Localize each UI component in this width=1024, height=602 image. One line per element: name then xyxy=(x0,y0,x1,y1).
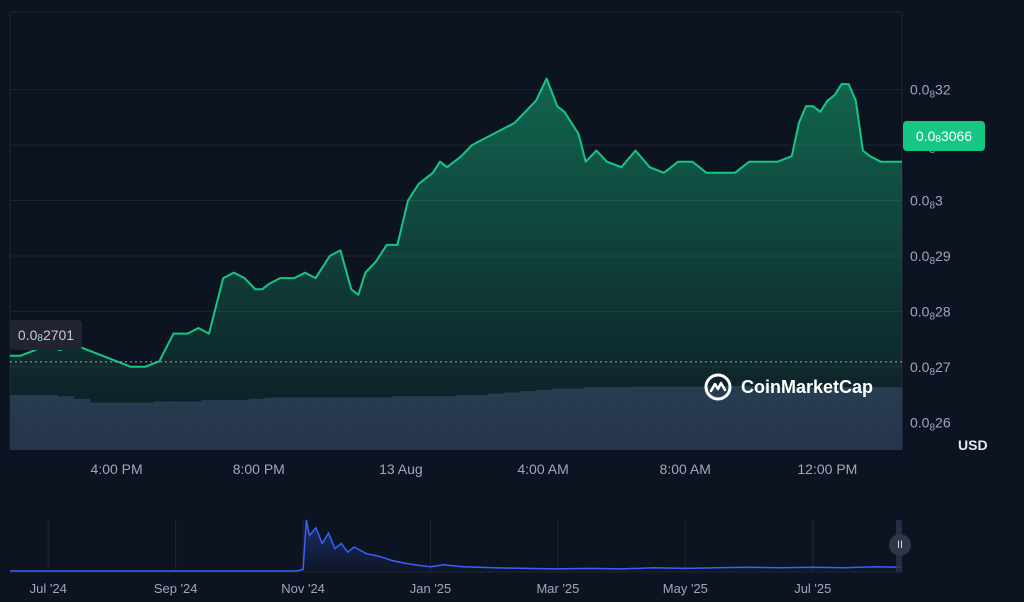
coinmarketcap-logo-icon xyxy=(704,373,732,401)
overview-line xyxy=(10,519,903,572)
overview-x-tick-label: Jan '25 xyxy=(410,581,452,596)
price-area xyxy=(10,77,902,450)
x-tick-label: 13 Aug xyxy=(379,461,423,477)
price-area-fill xyxy=(10,78,902,450)
open-price-badge: 0.0 8 2701 xyxy=(10,320,82,350)
current-price-badge: 0.0 8 3066 xyxy=(903,121,985,151)
overview-x-tick-label: Mar '25 xyxy=(536,581,579,596)
overview-x-tick-label: Sep '24 xyxy=(154,581,198,596)
x-tick-label: 4:00 PM xyxy=(91,461,143,477)
brand-name: CoinMarketCap xyxy=(741,376,874,397)
overview-chart xyxy=(10,519,903,573)
overview-area xyxy=(10,520,902,572)
pause-icon[interactable]: II xyxy=(889,534,911,556)
y-tick-label: 0.083 xyxy=(910,193,943,212)
brand-watermark: CoinMarketCap xyxy=(703,372,873,402)
x-axis-ticks: 4:00 PM 8:00 PM 13 Aug 4:00 AM 8:00 AM 12:00 … xyxy=(91,461,858,477)
y-tick-label: 0.0828 xyxy=(910,303,951,322)
currency-label: USD xyxy=(958,437,988,453)
x-tick-label: 4:00 AM xyxy=(517,461,568,477)
overview-x-axis-ticks: Jul '24 Sep '24 Nov '24 Jan '25 Mar '25 May '… xyxy=(30,581,832,596)
y-tick-label: 0.0826 xyxy=(910,414,951,433)
y-tick-label: 0.0832 xyxy=(910,82,951,101)
y-tick-label: 0.0827 xyxy=(910,359,951,378)
price-line xyxy=(10,77,902,368)
y-tick-label: 0.0829 xyxy=(910,248,951,267)
overview-x-tick-label: May '25 xyxy=(663,581,708,596)
x-tick-label: 12:00 PM xyxy=(797,461,857,477)
overview-x-tick-label: Nov '24 xyxy=(281,581,325,596)
overview-x-tick-label: Jul '24 xyxy=(30,581,67,596)
x-tick-label: 8:00 AM xyxy=(660,461,711,477)
overview-x-tick-label: Jul '25 xyxy=(794,581,831,596)
x-tick-label: 8:00 PM xyxy=(233,461,285,477)
